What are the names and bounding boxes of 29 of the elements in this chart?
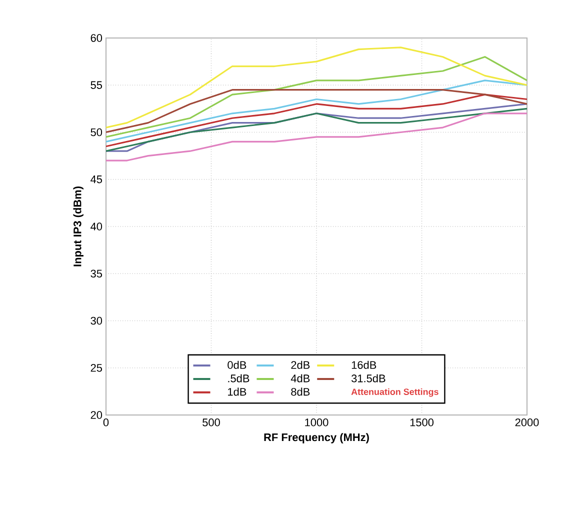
legend-label: 8dB bbox=[291, 388, 310, 396]
legend-label: .5dB bbox=[228, 374, 250, 382]
x-axis-title: RF Frequency (MHz) bbox=[264, 433, 369, 444]
legend-label: 2dB bbox=[291, 360, 310, 369]
y-tick-label: 50 bbox=[90, 128, 102, 136]
y-tick-label: 55 bbox=[90, 81, 102, 89]
x-tick-label: 500 bbox=[202, 418, 220, 426]
legend-title: Attenuation Settings bbox=[351, 388, 438, 397]
legend-label: 31.5dB bbox=[352, 374, 386, 382]
y-tick-label: 45 bbox=[90, 176, 102, 184]
y-tick-label: 60 bbox=[90, 34, 102, 42]
line-series bbox=[106, 80, 528, 142]
legend-label: 16dB bbox=[352, 360, 376, 369]
x-tick-label: 2000 bbox=[515, 418, 539, 426]
x-tick-label: 0 bbox=[103, 418, 109, 426]
line-series bbox=[106, 46, 528, 128]
y-tick-label: 35 bbox=[90, 270, 102, 278]
line-series bbox=[106, 56, 528, 138]
y-tick-label: 30 bbox=[90, 316, 102, 325]
x-tick-label: 1000 bbox=[305, 418, 328, 426]
legend-label: 1dB bbox=[228, 388, 246, 396]
y-tick-label: 40 bbox=[90, 222, 102, 230]
legend-label: 0dB bbox=[228, 360, 246, 369]
y-tick-label: 25 bbox=[90, 364, 102, 372]
y-tick-label: 20 bbox=[90, 411, 102, 419]
y-axis-title: Input IP3 (dBm) bbox=[73, 186, 84, 266]
x-tick-label: 1500 bbox=[410, 418, 434, 426]
legend-label: 4dB bbox=[290, 374, 310, 382]
line-series bbox=[106, 112, 528, 162]
